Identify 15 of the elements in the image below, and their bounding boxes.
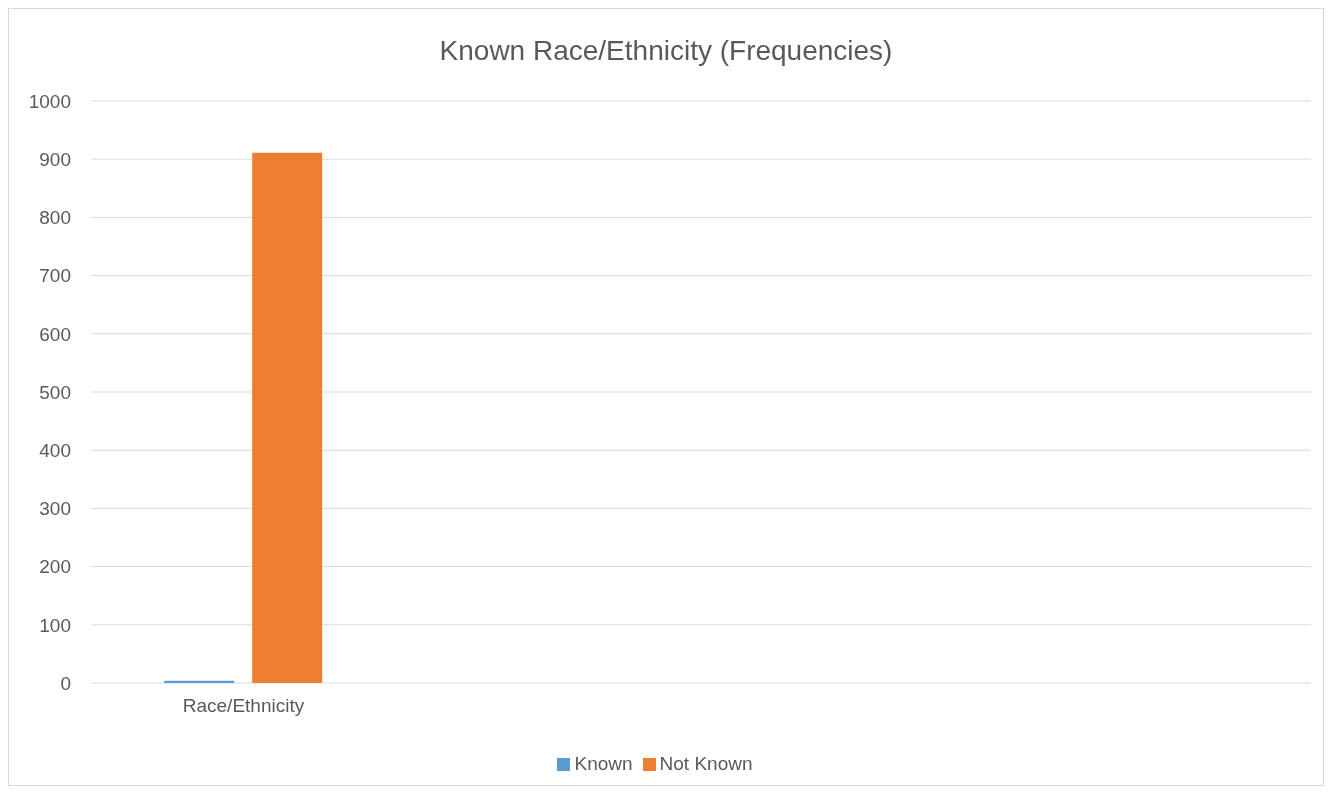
y-tick-label: 600 [39,323,71,345]
y-tick-label: 400 [39,439,71,461]
y-tick-label: 100 [39,614,71,636]
y-tick-label: 1000 [28,90,71,112]
chart-title: Known Race/Ethnicity (Frequencies) [438,34,894,68]
legend-label: Known [574,753,633,774]
y-tick-label: 0 [60,672,71,694]
y-tick-label: 800 [39,207,71,229]
y-tick-label: 500 [39,381,71,403]
y-tick-label: 700 [39,265,71,287]
legend-label: Not Known [659,753,753,774]
y-tick-label: 300 [39,498,71,520]
y-tick-label: 200 [39,556,71,578]
y-tick-label: 900 [39,148,71,170]
x-tick-label: Race/Ethnicity [182,695,305,717]
